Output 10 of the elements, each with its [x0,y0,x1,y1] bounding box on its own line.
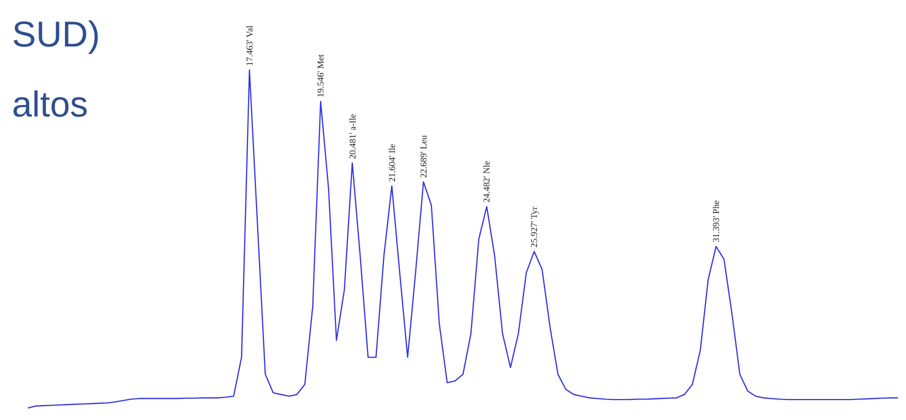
annotation: 31.393' Phe [711,200,722,242]
annotation: 21.604' Ile [386,144,397,182]
annotation: 24.482' Nle [482,160,492,203]
annotation: 25.927' Tyr [529,206,540,248]
annotation: 19.546' Met [316,54,326,98]
text: 17.463' Val [244,25,254,66]
chart-title: SUD) [12,14,100,54]
annotation: 22.689' Leu [418,134,428,178]
chart-subtitle: altos [12,84,88,124]
annotation: 20.481' a-Ile [347,114,358,159]
